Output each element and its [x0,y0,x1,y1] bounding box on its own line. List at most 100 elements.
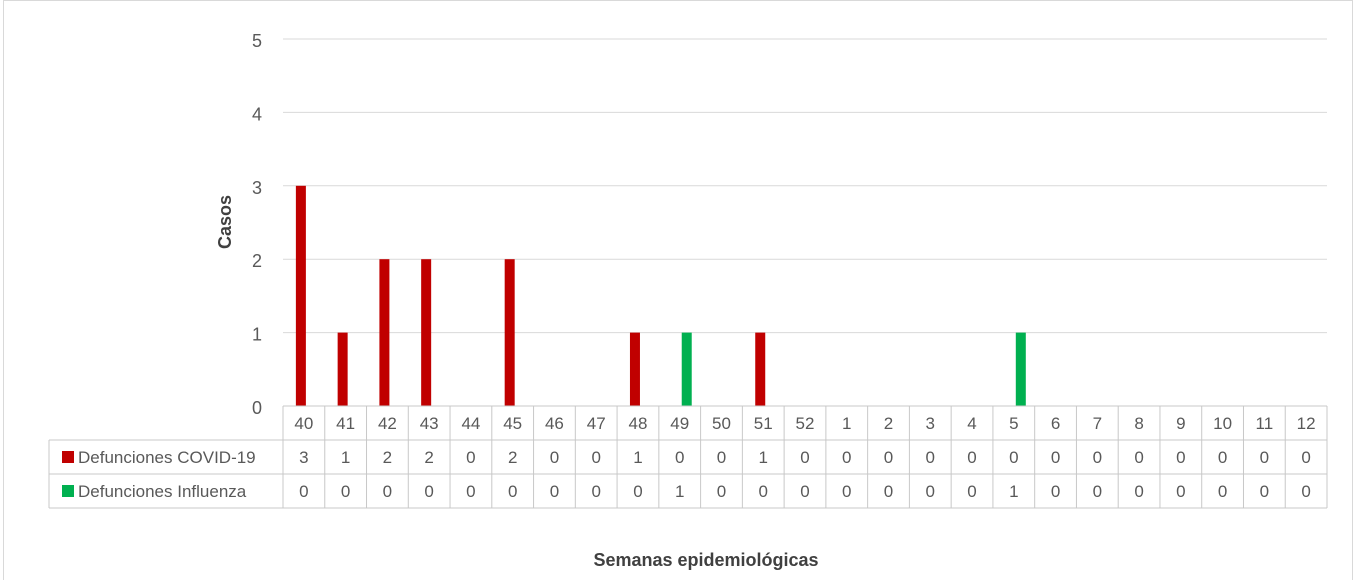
bar [1015,332,1026,406]
data-label: 0 [926,482,935,501]
legend-swatch [62,485,74,497]
legend-label: Defunciones COVID-19 [78,448,256,467]
category-label: 48 [628,414,647,433]
category-label: 51 [754,414,773,433]
bar [755,332,766,406]
data-label: 0 [842,482,851,501]
data-label: 0 [800,482,809,501]
data-label: 0 [1051,482,1060,501]
y-tick-label: 0 [252,398,262,418]
data-label: 0 [1301,482,1310,501]
bar [681,332,692,406]
category-label: 12 [1297,414,1316,433]
legend-swatch [62,451,74,463]
data-label: 0 [967,448,976,467]
data-label: 1 [633,448,642,467]
data-label: 1 [341,448,350,467]
y-tick-label: 5 [252,31,262,51]
gridlines [283,38,1327,334]
category-label: 41 [336,414,355,433]
data-label: 2 [508,448,517,467]
category-label: 4 [967,414,976,433]
data-label: 0 [717,448,726,467]
data-label: 0 [1051,448,1060,467]
x-axis-label: Semanas epidemiológicas [593,550,818,570]
y-tick-label: 2 [252,251,262,271]
data-label: 0 [884,482,893,501]
data-label: 0 [926,448,935,467]
data-label: 2 [424,448,433,467]
category-label: 9 [1176,414,1185,433]
data-label: 0 [1218,448,1227,467]
bar [421,259,432,406]
data-label: 2 [383,448,392,467]
data-label: 0 [1260,482,1269,501]
y-axis: 0 1 2 3 4 5 [252,31,262,418]
y-axis-label: Casos [215,195,235,249]
data-table: 40 41 42 43 44 45 46 47 48 49 50 51 52 1 2 3 4 5 6 7 8 9 10 11 1… [48,405,1328,509]
data-label: 1 [759,448,768,467]
legend-label: Defunciones Influenza [78,482,247,501]
data-label: 0 [1009,448,1018,467]
data-label: 1 [675,482,684,501]
data-label: 3 [299,448,308,467]
category-label: 2 [884,414,893,433]
data-label: 0 [591,482,600,501]
category-label: 8 [1134,414,1143,433]
y-tick-label: 4 [252,104,262,124]
category-label: 10 [1213,414,1232,433]
data-label: 0 [383,482,392,501]
bar [379,259,390,406]
y-tick-label: 1 [252,325,262,345]
category-label: 45 [503,414,522,433]
data-label: 0 [1218,482,1227,501]
category-label: 40 [294,414,313,433]
category-label: 47 [587,414,606,433]
data-label: 1 [1009,482,1018,501]
data-label: 0 [1093,482,1102,501]
category-label: 5 [1009,414,1018,433]
category-label: 43 [420,414,439,433]
category-label: 6 [1051,414,1060,433]
data-label: 0 [508,482,517,501]
data-label: 0 [800,448,809,467]
data-label: 0 [759,482,768,501]
category-label: 50 [712,414,731,433]
data-label: 0 [299,482,308,501]
data-label: 0 [967,482,976,501]
data-label: 0 [1134,448,1143,467]
data-label: 0 [424,482,433,501]
data-label: 0 [842,448,851,467]
chart-frame [3,0,1353,585]
data-label: 0 [884,448,893,467]
category-label: 44 [461,414,480,433]
category-label: 46 [545,414,564,433]
data-label: 0 [675,448,684,467]
data-label: 0 [341,482,350,501]
data-label: 0 [466,448,475,467]
data-label: 0 [1260,448,1269,467]
bar [295,185,306,406]
data-label: 0 [1301,448,1310,467]
category-label: 1 [842,414,851,433]
data-label: 0 [1176,482,1185,501]
data-label: 0 [1093,448,1102,467]
bar [504,259,515,406]
data-label: 0 [550,448,559,467]
category-label: 7 [1093,414,1102,433]
data-label: 0 [466,482,475,501]
category-label: 52 [796,414,815,433]
data-label: 0 [633,482,642,501]
data-label: 0 [1134,482,1143,501]
data-label: 0 [717,482,726,501]
category-label: 49 [670,414,689,433]
category-label: 3 [926,414,935,433]
bars [295,185,1026,406]
category-label: 42 [378,414,397,433]
bar [337,332,348,406]
bar [629,332,640,406]
y-tick-label: 3 [252,178,262,198]
data-label: 0 [1176,448,1185,467]
